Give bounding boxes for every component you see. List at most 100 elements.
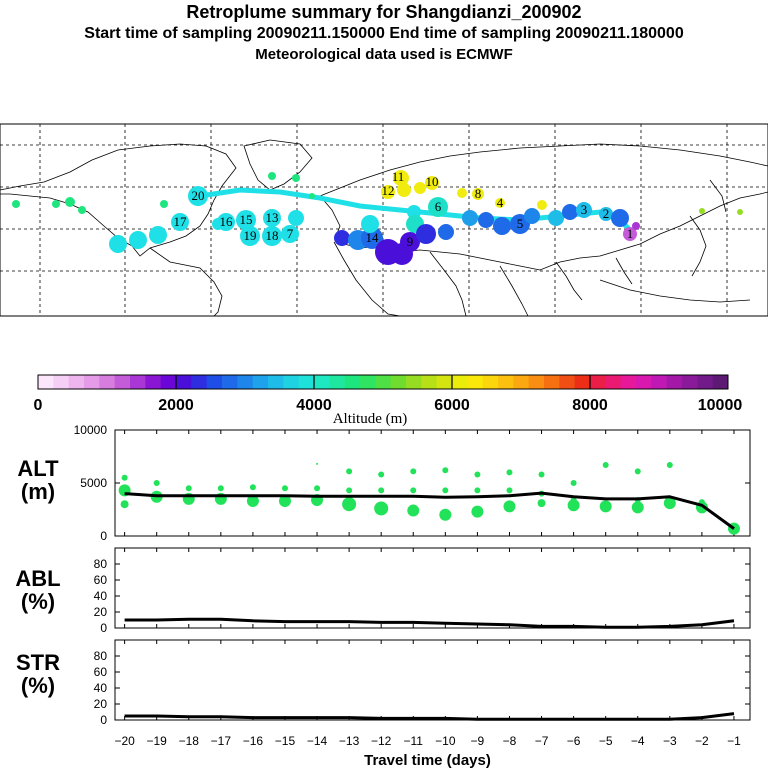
y-tick-label: 40	[94, 681, 108, 695]
colorbar-label-8000: 8000	[572, 397, 608, 414]
colorbar-cell	[160, 375, 177, 389]
x-tick-label: −12	[371, 734, 392, 748]
coastlines	[0, 139, 768, 317]
colorbar-cells	[38, 375, 729, 389]
particle-cluster-point	[407, 504, 420, 517]
x-tick-label: −11	[404, 734, 424, 748]
y-tick-label: 60	[94, 665, 108, 679]
particle-cluster-point	[442, 467, 449, 474]
x-tick-label: −4	[631, 734, 645, 748]
particle-cluster-point	[666, 461, 673, 468]
panel-frame	[114, 639, 751, 721]
colorbar-cell	[191, 375, 208, 389]
colorbar-cell	[482, 375, 499, 389]
x-tick-label: −3	[663, 734, 677, 748]
particle-cluster-point	[634, 468, 641, 475]
svg-text:1: 1	[627, 226, 634, 241]
particle-cluster-point	[439, 508, 452, 521]
colorbar-axis-label: Altitude (m)	[333, 411, 408, 427]
colorbar-cell	[467, 375, 484, 389]
colorbar-cell	[712, 375, 729, 389]
x-tick-label: −10	[435, 734, 456, 748]
colorbar-cell	[651, 375, 668, 389]
x-tick-label: −9	[471, 734, 485, 748]
panel-alt: ALT(m) 0 5000 10000	[17, 423, 751, 543]
particle-cluster-point	[599, 500, 612, 513]
colorbar-cell	[590, 375, 606, 389]
colorbar-label-6000: 6000	[434, 397, 470, 414]
x-tick-label: −13	[339, 734, 360, 748]
svg-text:6: 6	[435, 199, 442, 214]
x-axis-label: Travel time (days)	[364, 752, 491, 768]
colorbar-cell	[298, 375, 315, 389]
colorbar-cell	[38, 375, 54, 389]
particle-cluster-point	[570, 480, 577, 486]
x-tick-label: −14	[307, 734, 328, 748]
met-data-source: Meteorological data used is ECMWF	[255, 46, 513, 63]
colorbar-cell	[145, 375, 162, 389]
x-tick-label: −8	[503, 734, 517, 748]
colorbar-label-10000: 10000	[698, 397, 743, 414]
series-line-alt	[124, 491, 735, 530]
particle-cluster-point	[374, 501, 389, 516]
svg-text:3: 3	[581, 202, 588, 217]
particle-cluster-point	[631, 501, 644, 514]
particle-cluster-point	[506, 469, 513, 476]
svg-text:9: 9	[407, 234, 414, 249]
particle-cluster-point	[281, 485, 288, 492]
particle-cluster-point	[503, 500, 516, 513]
particle-cluster-point	[471, 505, 484, 518]
svg-text:13: 13	[266, 210, 279, 225]
particle-cluster-point	[410, 487, 417, 494]
panel-title: ABL	[15, 566, 60, 591]
colorbar-cell	[375, 375, 392, 389]
colorbar-cell	[605, 375, 622, 389]
colorbar-cell	[237, 375, 254, 389]
panel-unit: (%)	[21, 673, 55, 698]
particle-cluster-point	[538, 471, 545, 478]
colorbar-cell	[360, 375, 376, 389]
particle-cluster-point	[663, 497, 676, 510]
colorbar-cell	[53, 375, 70, 389]
particle-cluster-point	[217, 485, 224, 492]
x-tick-label: −5	[599, 734, 613, 748]
panel-title: STR	[16, 650, 60, 675]
particle-cluster-point	[474, 487, 481, 494]
colorbar-cell	[130, 375, 146, 389]
cluster-markers	[12, 170, 743, 265]
colorbar-cell	[344, 375, 361, 389]
chart-title: Retroplume summary for Shangdianzi_20090…	[186, 2, 582, 22]
colorbar-cell	[84, 375, 100, 389]
y-tick-label: 5000	[80, 476, 107, 490]
particle-cluster-point	[410, 468, 417, 475]
colorbar-cell	[666, 375, 683, 389]
panel-unit: (%)	[21, 589, 55, 614]
particle-cluster-point	[121, 474, 128, 481]
colorbar-cell	[436, 375, 453, 389]
colorbar-cell	[314, 375, 330, 389]
colorbar-cell	[222, 375, 238, 389]
x-tick-label: −19	[147, 734, 168, 748]
panel-title: ALT	[17, 456, 59, 481]
sampling-times: Start time of sampling 20090211.150000 E…	[84, 25, 684, 42]
svg-text:2: 2	[603, 206, 610, 221]
colorbar-label-4000: 4000	[296, 397, 332, 414]
colorbar-cell	[421, 375, 438, 389]
y-tick-label: 40	[94, 589, 108, 603]
svg-text:10: 10	[426, 174, 439, 189]
particle-cluster-point	[342, 497, 357, 512]
colorbar-cell	[68, 375, 85, 389]
x-tick-label: −6	[567, 734, 581, 748]
series-line-abl	[124, 617, 735, 629]
particle-cluster-point	[346, 468, 353, 475]
x-tick-label: −17	[211, 734, 232, 748]
particle-cluster-point	[316, 462, 319, 465]
y-tick-label: 60	[94, 573, 108, 587]
colorbar-cell	[283, 375, 300, 389]
x-tick-label: −16	[243, 734, 264, 748]
svg-text:12: 12	[382, 183, 395, 198]
colorbar-cell	[452, 375, 468, 389]
particle-cluster-point	[249, 484, 256, 491]
